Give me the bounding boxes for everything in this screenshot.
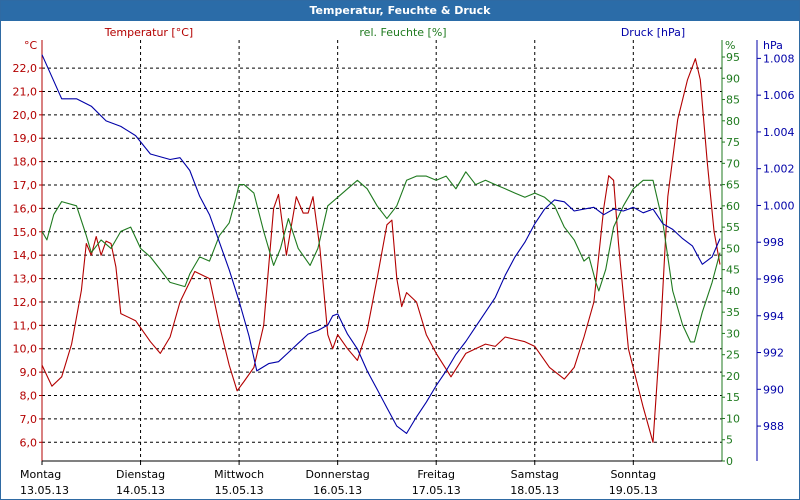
tick-label-temperature: 11,0 <box>13 319 38 332</box>
series-line-temperature <box>41 58 721 443</box>
tick-label-humidity: 25 <box>726 349 740 362</box>
tick-label-pressure: 1.008 <box>763 52 795 65</box>
tick-label-temperature: 9,0 <box>20 366 38 379</box>
day-label: Samstag <box>511 468 559 481</box>
day-label: Montag <box>20 468 61 481</box>
tick-label-humidity: 95 <box>726 51 740 64</box>
tick-label-temperature: 6,0 <box>20 436 38 449</box>
series-line-humidity <box>41 171 721 343</box>
tick-label-pressure: 988 <box>763 420 784 433</box>
tick-label-temperature: 12,0 <box>13 296 38 309</box>
tick-label-temperature: 17,0 <box>13 179 38 192</box>
day-label: Mittwoch <box>214 468 264 481</box>
tick-label-humidity: 90 <box>726 72 740 85</box>
tick-label-humidity: 70 <box>726 157 740 170</box>
tick-label-pressure: 992 <box>763 347 784 360</box>
legend-pressure: Druck [hPa] <box>621 26 685 39</box>
tick-label-humidity: 5 <box>726 434 733 447</box>
day-label: Freitag <box>417 468 455 481</box>
tick-label-humidity: 30 <box>726 327 740 340</box>
date-label: 16.05.13 <box>313 484 362 497</box>
day-label: Donnerstag <box>306 468 370 481</box>
tick-label-temperature: 19,0 <box>13 132 38 145</box>
tick-label-humidity: 85 <box>726 94 740 107</box>
day-label: Sonntag <box>610 468 656 481</box>
tick-label-temperature: 10,0 <box>13 343 38 356</box>
tick-label-humidity: 40 <box>726 285 740 298</box>
tick-label-pressure: 1.006 <box>763 89 795 102</box>
tick-label-humidity: 50 <box>726 242 740 255</box>
tick-label-pressure: 996 <box>763 273 784 286</box>
legend-temperature: Temperatur [°C] <box>104 26 193 39</box>
date-label: 14.05.13 <box>116 484 165 497</box>
date-label: 15.05.13 <box>215 484 264 497</box>
tick-label-humidity: 0 <box>726 455 733 468</box>
tick-label-pressure: 990 <box>763 383 784 396</box>
tick-label-temperature: 15,0 <box>13 226 38 239</box>
date-label: 13.05.13 <box>20 484 69 497</box>
tick-label-temperature: 7,0 <box>20 413 38 426</box>
tick-label-pressure: 1.002 <box>763 163 795 176</box>
tick-label-temperature: 18,0 <box>13 156 38 169</box>
tick-label-temperature: 8,0 <box>20 390 38 403</box>
tick-label-humidity: 45 <box>726 264 740 277</box>
tick-label-temperature: 21,0 <box>13 85 38 98</box>
tick-label-humidity: 65 <box>726 179 740 192</box>
tick-label-humidity: 75 <box>726 136 740 149</box>
axis-unit-pressure: hPa <box>763 39 783 52</box>
day-label: Dienstag <box>116 468 165 481</box>
window-title: Temperatur, Feuchte & Druck <box>1 1 799 21</box>
axis-unit-humidity: % <box>725 39 735 52</box>
tick-label-pressure: 994 <box>763 310 784 323</box>
tick-label-temperature: 14,0 <box>13 249 38 262</box>
tick-label-temperature: 22,0 <box>13 62 38 75</box>
tick-label-humidity: 10 <box>726 412 740 425</box>
date-label: 19.05.13 <box>609 484 658 497</box>
tick-label-pressure: 1.000 <box>763 199 795 212</box>
tick-label-humidity: 20 <box>726 370 740 383</box>
tick-label-humidity: 15 <box>726 391 740 404</box>
tick-label-temperature: 13,0 <box>13 273 38 286</box>
date-label: 18.05.13 <box>510 484 559 497</box>
tick-label-pressure: 1.004 <box>763 126 795 139</box>
date-label: 17.05.13 <box>412 484 461 497</box>
tick-label-humidity: 80 <box>726 115 740 128</box>
tick-label-humidity: 35 <box>726 306 740 319</box>
tick-label-humidity: 60 <box>726 200 740 213</box>
tick-label-humidity: 55 <box>726 221 740 234</box>
tick-label-temperature: 20,0 <box>13 109 38 122</box>
axis-unit-temperature: °C <box>24 39 38 52</box>
tick-label-temperature: 16,0 <box>13 202 38 215</box>
series-line-pressure <box>41 54 721 434</box>
tick-label-pressure: 998 <box>763 236 784 249</box>
legend-humidity: rel. Feuchte [%] <box>359 26 446 39</box>
